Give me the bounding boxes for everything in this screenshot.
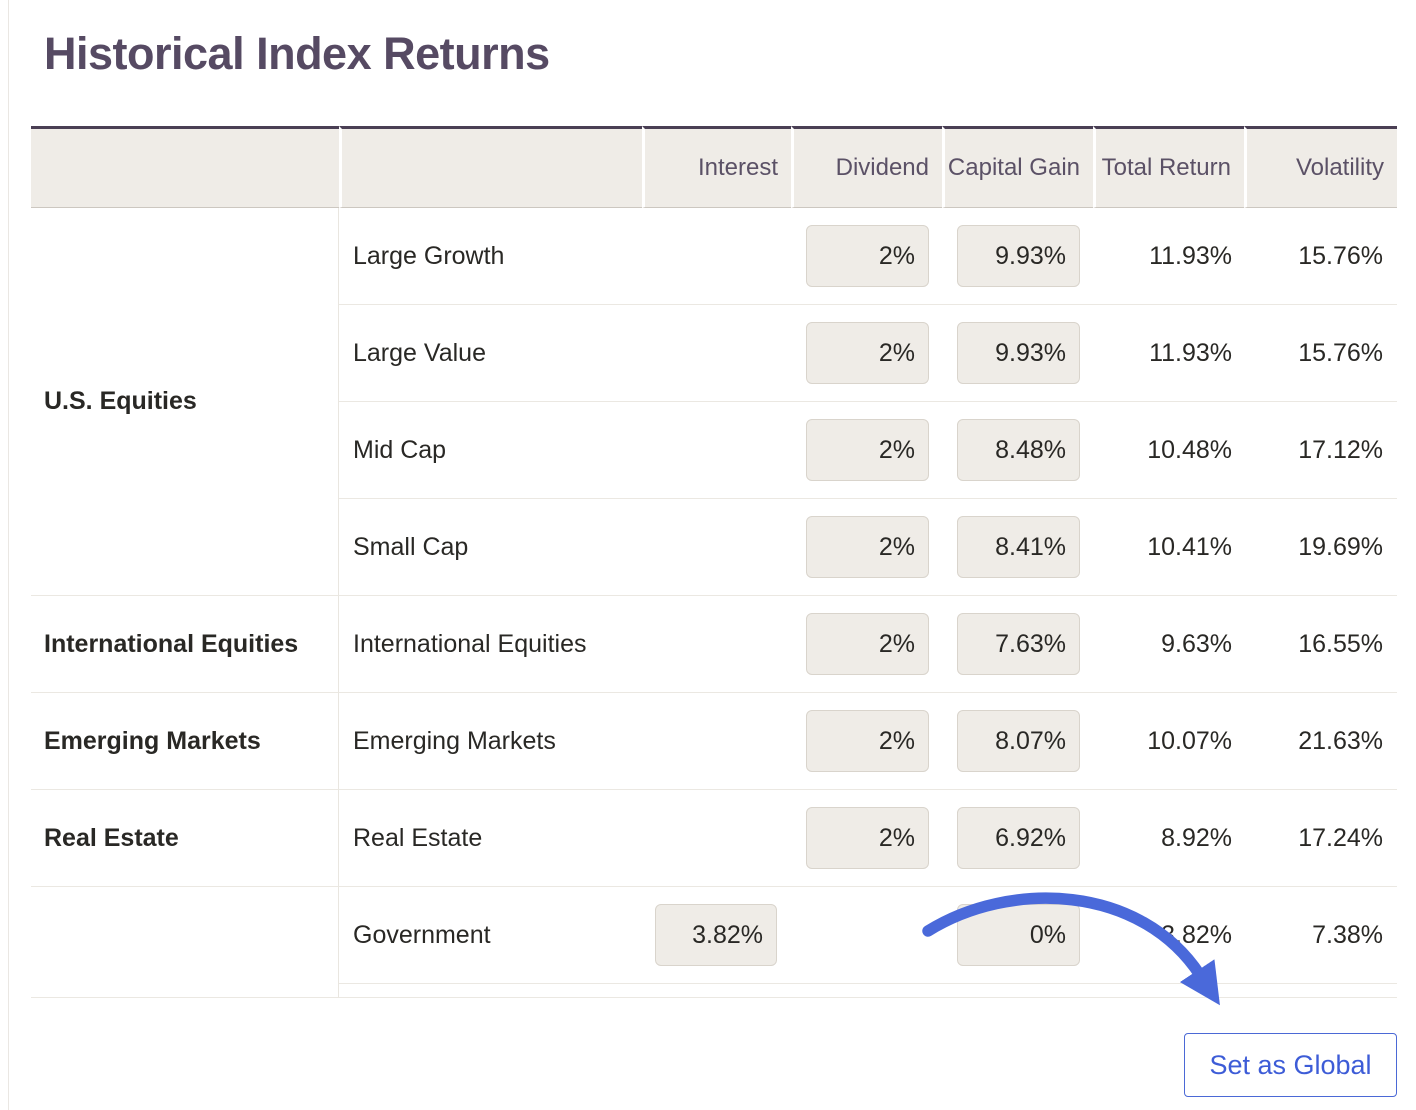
set-as-global-button[interactable]: Set as Global bbox=[1184, 1033, 1397, 1097]
asset-name: Government bbox=[339, 887, 642, 984]
total-return-value: 11.93% bbox=[1093, 305, 1244, 402]
asset-name: International Equities bbox=[339, 596, 642, 693]
column-header-name bbox=[339, 126, 642, 208]
category-cell: International Equities bbox=[31, 596, 339, 693]
capital-gain-input[interactable] bbox=[957, 322, 1080, 384]
table-row: Government 3.82% 7.38% bbox=[31, 887, 1397, 998]
historical-returns-table: Interest Dividend Capital Gain Total Ret… bbox=[31, 126, 1397, 998]
asset-name: Real Estate bbox=[339, 790, 642, 887]
dividend-input[interactable] bbox=[806, 613, 929, 675]
volatility-value: 21.63% bbox=[1244, 693, 1397, 790]
interest-cell-empty bbox=[642, 596, 791, 693]
interest-cell-empty bbox=[642, 790, 791, 887]
table-row: Mid Cap 10.48% 17.12% bbox=[31, 402, 1397, 499]
capital-gain-input[interactable] bbox=[957, 904, 1080, 966]
capital-gain-input[interactable] bbox=[957, 419, 1080, 481]
total-return-value: 10.07% bbox=[1093, 693, 1244, 790]
dividend-input[interactable] bbox=[806, 807, 929, 869]
dividend-input[interactable] bbox=[806, 419, 929, 481]
total-return-value: 10.41% bbox=[1093, 499, 1244, 596]
dividend-input[interactable] bbox=[806, 225, 929, 287]
dividend-input[interactable] bbox=[806, 322, 929, 384]
total-return-value: 10.48% bbox=[1093, 402, 1244, 499]
asset-name: Mid Cap bbox=[339, 402, 642, 499]
volatility-value: 19.69% bbox=[1244, 499, 1397, 596]
volatility-value: 7.38% bbox=[1244, 887, 1397, 984]
volatility-value: 17.24% bbox=[1244, 790, 1397, 887]
volatility-value: 15.76% bbox=[1244, 305, 1397, 402]
volatility-value: 15.76% bbox=[1244, 208, 1397, 305]
column-header-capital-gain: Capital Gain bbox=[942, 126, 1093, 208]
category-cell: Real Estate bbox=[31, 790, 339, 887]
interest-input[interactable] bbox=[655, 904, 777, 966]
table-row: International Equities International Equ… bbox=[31, 596, 1397, 693]
column-header-category bbox=[31, 126, 339, 208]
capital-gain-input[interactable] bbox=[957, 710, 1080, 772]
dividend-cell-empty bbox=[791, 887, 942, 984]
capital-gain-input[interactable] bbox=[957, 807, 1080, 869]
capital-gain-input[interactable] bbox=[957, 516, 1080, 578]
table-row: U.S. Equities Large Growth 11.93% 15.76% bbox=[31, 208, 1397, 596]
column-header-total-return: Total Return bbox=[1093, 126, 1244, 208]
total-return-value: 9.63% bbox=[1093, 596, 1244, 693]
asset-name: Emerging Markets bbox=[339, 693, 642, 790]
column-header-dividend: Dividend bbox=[791, 126, 942, 208]
interest-cell-empty bbox=[642, 305, 791, 402]
total-return-value: 3.82% bbox=[1093, 887, 1244, 984]
volatility-value: 17.12% bbox=[1244, 402, 1397, 499]
dividend-input[interactable] bbox=[806, 516, 929, 578]
interest-cell-empty bbox=[642, 402, 791, 499]
table-row: Emerging Markets Emerging Markets 10.07%… bbox=[31, 693, 1397, 790]
total-return-value: 11.93% bbox=[1093, 208, 1244, 305]
dividend-input[interactable] bbox=[806, 710, 929, 772]
column-header-interest: Interest bbox=[642, 126, 791, 208]
total-return-value: 8.92% bbox=[1093, 790, 1244, 887]
asset-name: Large Growth bbox=[339, 208, 642, 305]
table-row: Small Cap 10.41% 19.69% bbox=[31, 499, 1397, 596]
category-cell bbox=[31, 887, 339, 998]
table-row: Real Estate Real Estate 8.92% 17.24% bbox=[31, 790, 1397, 887]
header-row: Interest Dividend Capital Gain Total Ret… bbox=[31, 126, 1397, 208]
interest-cell-empty bbox=[642, 499, 791, 596]
interest-cell-empty bbox=[642, 693, 791, 790]
asset-name: Small Cap bbox=[339, 499, 642, 596]
asset-name: Large Value bbox=[339, 305, 642, 402]
capital-gain-input[interactable] bbox=[957, 225, 1080, 287]
capital-gain-input[interactable] bbox=[957, 613, 1080, 675]
table-row: Large Value 11.93% 15.76% bbox=[31, 305, 1397, 402]
page-title: Historical Index Returns bbox=[44, 28, 550, 79]
column-header-volatility: Volatility bbox=[1244, 126, 1397, 208]
table-row-cutoff bbox=[31, 984, 1397, 998]
interest-cell-empty bbox=[642, 208, 791, 305]
volatility-value: 16.55% bbox=[1244, 596, 1397, 693]
category-cell: U.S. Equities bbox=[31, 208, 339, 596]
page-left-divider bbox=[8, 0, 9, 1110]
category-cell: Emerging Markets bbox=[31, 693, 339, 790]
